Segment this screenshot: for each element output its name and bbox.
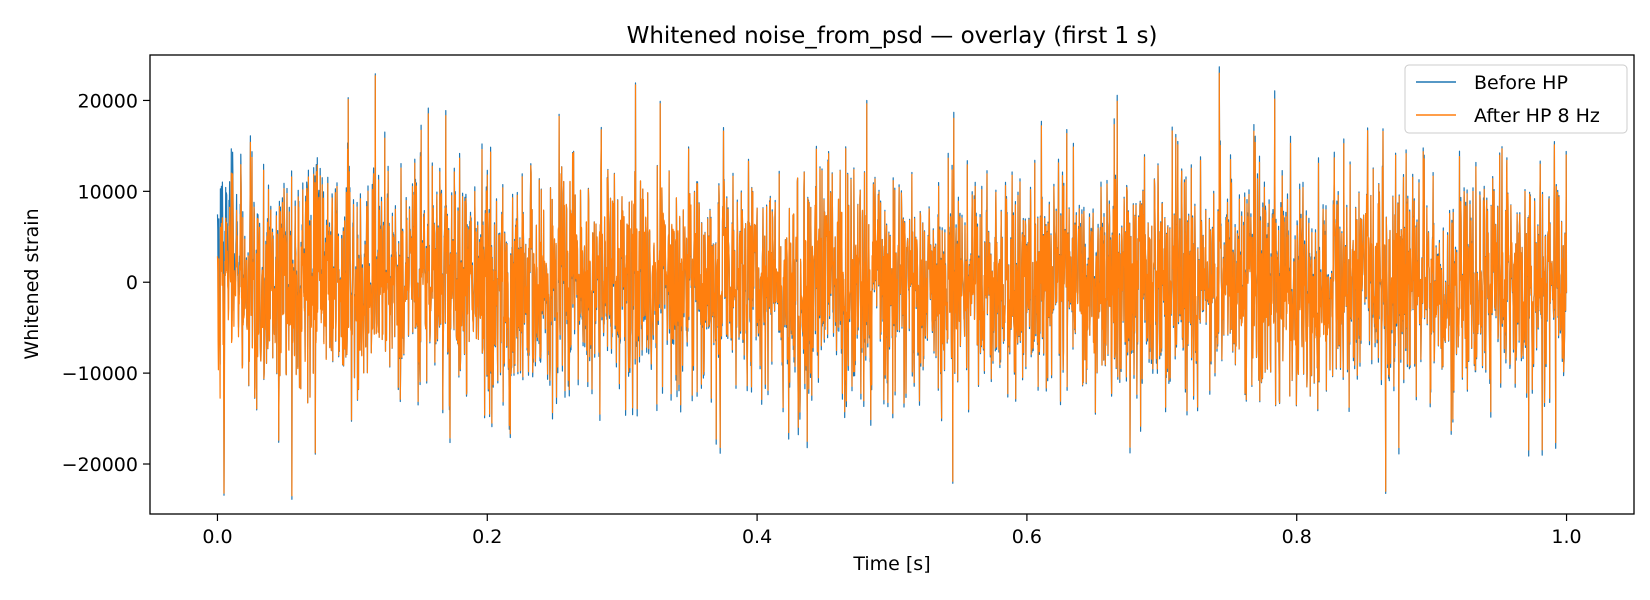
legend: Before HP After HP 8 Hz — [1404, 64, 1628, 134]
series-line-after-hp — [216, 72, 1568, 497]
x-axis-label: Time [s] — [852, 553, 930, 575]
chart-title: Whitened noise_from_psd — overlay (first… — [627, 23, 1158, 49]
x-tick-label: 0.2 — [472, 526, 502, 548]
y-tick-label: −10000 — [62, 363, 138, 385]
x-tick-label: 0.0 — [202, 526, 232, 548]
legend-label-before-hp: Before HP — [1474, 72, 1568, 94]
y-tick-label: 0 — [126, 272, 138, 294]
legend-box — [1404, 64, 1628, 134]
y-axis: −20000 −10000 0 10000 20000 — [62, 90, 150, 476]
y-tick-label: 10000 — [78, 181, 138, 203]
series-layer — [216, 66, 1568, 500]
x-tick-label: 0.8 — [1282, 526, 1312, 548]
legend-label-after-hp: After HP 8 Hz — [1474, 105, 1600, 127]
x-axis: 0.0 0.2 0.4 0.6 0.8 1.0 — [202, 514, 1582, 548]
y-tick-label: −20000 — [62, 454, 138, 476]
x-tick-label: 1.0 — [1551, 526, 1581, 548]
plot-frame — [149, 54, 1635, 515]
x-tick-label: 0.4 — [742, 526, 772, 548]
x-tick-label: 0.6 — [1012, 526, 1042, 548]
y-tick-label: 20000 — [78, 90, 138, 112]
y-axis-label: Whitened strain — [21, 208, 43, 359]
